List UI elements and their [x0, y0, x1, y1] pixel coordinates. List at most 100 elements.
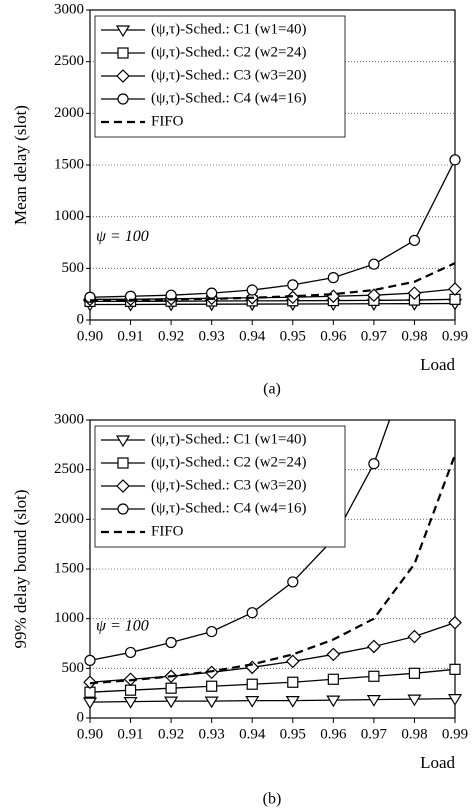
series-layer: [82, 345, 463, 710]
marker: [409, 345, 419, 355]
x-tick-label: 0.93: [199, 726, 225, 742]
series-line: [89, 298, 456, 303]
marker: [206, 287, 218, 299]
marker: [117, 93, 129, 105]
annotation: ψ = 100: [96, 617, 149, 634]
marker: [245, 696, 260, 708]
marker: [206, 680, 218, 692]
y-tick-label: 3000: [54, 1, 84, 17]
marker: [449, 663, 461, 675]
marker: [246, 678, 258, 690]
marker: [366, 695, 381, 707]
marker: [449, 154, 461, 166]
annotation: ψ = 100: [96, 228, 149, 245]
marker: [285, 696, 300, 708]
marker: [165, 682, 177, 694]
x-tick-label: 0.94: [239, 328, 266, 344]
x-tick-label: 0.96: [320, 328, 347, 344]
marker: [123, 697, 138, 709]
marker: [367, 288, 381, 303]
marker: [115, 435, 131, 448]
x-tick-label: 0.90: [77, 328, 103, 344]
x-tick-label: 0.91: [117, 328, 143, 344]
y-tick-label: 2000: [54, 105, 84, 121]
x-tick-label: 0.95: [280, 726, 306, 742]
x-axis-label: Load: [420, 753, 455, 772]
x-tick-label: 0.95: [280, 328, 306, 344]
marker: [246, 284, 258, 296]
legend-label: (ψ,τ)-Sched.: C4 (w4=16): [151, 500, 307, 516]
marker: [368, 258, 380, 270]
marker: [116, 69, 130, 83]
marker: [408, 234, 421, 247]
y-tick-label: 500: [62, 660, 85, 676]
marker: [124, 684, 137, 696]
caption: (b): [263, 791, 282, 808]
legend-label: (ψ,τ)-Sched.: C4 (w4=16): [151, 90, 307, 106]
series-line: [89, 622, 456, 683]
marker: [368, 670, 380, 682]
y-tick-label: 1500: [54, 560, 84, 576]
marker: [326, 695, 341, 708]
y-tick-label: 0: [77, 311, 85, 327]
marker: [204, 696, 219, 709]
y-tick-label: 500: [62, 260, 85, 276]
marker: [206, 625, 218, 638]
y-tick-label: 1000: [54, 610, 84, 626]
x-tick-label: 0.96: [320, 726, 347, 742]
y-axis-label: 99% delay bound (slot): [11, 489, 30, 648]
marker: [165, 636, 177, 649]
x-tick-label: 0.93: [199, 328, 225, 344]
marker: [285, 654, 300, 669]
x-tick-label: 0.99: [442, 328, 468, 344]
legend-label: (ψ,τ)-Sched.: C2 (w2=24): [151, 44, 307, 60]
marker: [84, 654, 96, 666]
plot-frame: [89, 419, 456, 719]
y-axis-label: Mean delay (slot): [11, 105, 30, 225]
y-tick-label: 1000: [54, 208, 84, 224]
legend-label: (ψ,τ)-Sched.: C2 (w2=24): [151, 454, 307, 470]
marker: [246, 607, 258, 619]
y-tick-label: 2000: [54, 511, 84, 527]
legend-label: (ψ,τ)-Sched.: C3 (w3=20): [151, 477, 307, 493]
legend-label: (ψ,τ)-Sched.: C3 (w3=20): [151, 67, 307, 83]
y-tick-label: 2500: [54, 53, 84, 69]
legend-label: FIFO: [151, 113, 184, 129]
marker: [117, 503, 129, 515]
y-tick-label: 2500: [54, 461, 84, 477]
x-tick-label: 0.92: [158, 328, 184, 344]
x-axis-label: Load: [420, 355, 455, 374]
series-line: [89, 420, 391, 662]
marker: [327, 673, 339, 685]
x-tick-label: 0.92: [158, 726, 184, 742]
series-line: [90, 302, 456, 306]
x-tick-label: 0.98: [401, 726, 427, 742]
marker: [448, 615, 462, 630]
marker: [287, 279, 299, 291]
marker: [368, 458, 380, 470]
x-tick-label: 0.98: [401, 328, 427, 344]
marker: [287, 676, 299, 688]
marker: [327, 272, 339, 284]
series-line: [89, 159, 456, 298]
marker: [287, 576, 299, 588]
legend-label: FIFO: [151, 523, 184, 539]
marker: [407, 629, 422, 644]
marker: [124, 646, 137, 659]
marker: [115, 25, 131, 38]
y-tick-label: 1500: [54, 156, 84, 172]
caption: (a): [263, 381, 281, 398]
x-tick-label: 0.91: [117, 726, 143, 742]
marker: [117, 457, 129, 469]
marker: [164, 696, 179, 709]
legend-label: (ψ,τ)-Sched.: C1 (w1=40): [151, 21, 307, 37]
marker: [326, 647, 341, 662]
y-tick-label: 0: [77, 709, 85, 725]
marker: [408, 667, 421, 679]
marker: [116, 479, 130, 493]
marker: [448, 282, 462, 296]
marker: [407, 694, 422, 707]
marker: [245, 660, 260, 675]
legend-label: (ψ,τ)-Sched.: C1 (w1=40): [151, 431, 307, 447]
